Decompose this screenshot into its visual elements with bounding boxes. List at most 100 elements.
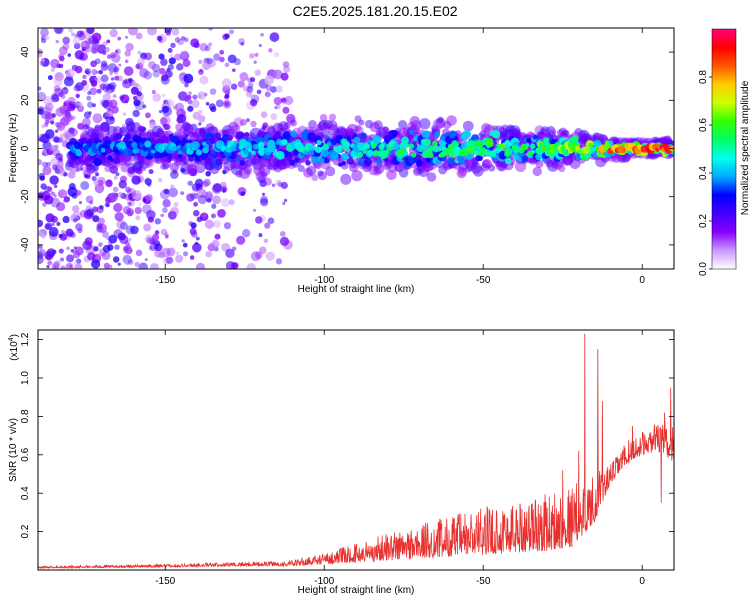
heatmap-cell — [130, 225, 139, 235]
heatmap-cell — [59, 133, 64, 138]
heatmap-cell — [214, 132, 222, 140]
heatmap-cell — [265, 251, 275, 261]
heatmap-cell — [108, 192, 119, 202]
heatmap-cell — [147, 200, 151, 204]
heatmap-cell — [159, 117, 168, 126]
heatmap-cell — [83, 123, 89, 130]
heatmap-cell — [179, 51, 190, 61]
heatmap-cell — [227, 54, 237, 64]
heatmap-cell — [135, 215, 141, 221]
snr-y-tick-label: 0.8 — [20, 409, 31, 423]
heatmap-cell — [51, 94, 60, 103]
heatmap-cell — [212, 195, 221, 205]
heatmap-cell — [100, 60, 108, 68]
colorbar-tick-label: 0.6 — [698, 118, 709, 132]
spectrogram-y-tick-label: 40 — [20, 46, 31, 58]
heatmap-cell — [326, 141, 332, 147]
heatmap-cell — [71, 192, 78, 199]
heatmap-cell — [463, 130, 472, 139]
heatmap-cell — [122, 148, 131, 156]
heatmap-cell — [38, 192, 44, 199]
heatmap-cell — [254, 69, 262, 76]
heatmap-cell — [38, 172, 45, 180]
heatmap-cell — [42, 161, 48, 168]
heatmap-cell — [306, 165, 317, 176]
heatmap-cell — [269, 32, 280, 42]
heatmap-cell — [146, 237, 154, 245]
heatmap-cell — [45, 111, 53, 120]
heatmap-cell — [160, 228, 168, 236]
heatmap-cell — [40, 183, 47, 190]
heatmap-cell — [264, 75, 275, 85]
heatmap-cell — [294, 157, 300, 163]
heatmap-cell — [183, 37, 189, 43]
heatmap-cell — [217, 208, 226, 218]
heatmap-cell — [357, 151, 364, 158]
heatmap-cell — [50, 120, 55, 125]
heatmap-cell — [122, 112, 127, 116]
heatmap-cell — [474, 139, 484, 149]
colorbar-frame — [711, 28, 737, 270]
heatmap-cell — [239, 118, 247, 126]
heatmap-cell — [403, 151, 409, 156]
heatmap-cell — [411, 152, 417, 158]
heatmap-cell — [102, 51, 107, 56]
heatmap-cell — [73, 260, 81, 267]
heatmap-cell — [61, 87, 69, 95]
heatmap-cell — [275, 179, 282, 187]
snr-x-ticks: -150 -100 -50 0 — [155, 330, 645, 587]
spectrogram-x-axis-label: Height of straight line (km) — [298, 284, 415, 295]
heatmap-cell — [221, 78, 232, 89]
heatmap-cell — [144, 258, 148, 262]
heatmap-cell — [49, 175, 59, 185]
heatmap-cell — [324, 157, 330, 164]
heatmap-cell — [230, 83, 238, 90]
heatmap-cell — [116, 219, 126, 230]
heatmap-cell — [158, 53, 165, 60]
colorbar-label: Normalized spectral amplitude — [740, 80, 750, 215]
heatmap-cell — [87, 91, 92, 95]
heatmap-cell — [358, 119, 365, 126]
spectrogram-x-ticks: -150 -100 -50 0 — [155, 28, 645, 286]
heatmap-cell — [446, 157, 454, 165]
heatmap-cell — [197, 91, 207, 100]
heatmap-cell — [487, 164, 496, 172]
heatmap-cell — [135, 149, 140, 154]
heatmap-cell — [158, 67, 166, 75]
heatmap-cell — [56, 121, 66, 132]
heatmap-cell — [592, 151, 599, 158]
heatmap-cell — [437, 116, 444, 124]
heatmap-cell — [258, 43, 262, 48]
heatmap-cell — [79, 209, 88, 218]
heatmap-cell — [258, 233, 263, 238]
heatmap-cell — [182, 242, 188, 248]
heatmap-cell — [143, 71, 153, 80]
heatmap-cell — [63, 199, 67, 203]
heatmap-cell — [319, 113, 328, 122]
colorbar-tick-label: 0.2 — [698, 214, 709, 228]
heatmap-cell — [124, 160, 131, 167]
heatmap-cell — [79, 167, 84, 171]
heatmap-cell — [89, 200, 94, 205]
snr-y-axis-label: SNR (10 * v/v) — [8, 418, 19, 482]
heatmap-cell — [70, 248, 75, 253]
heatmap-cell — [504, 157, 512, 165]
colorbar-tick-label: 0.4 — [698, 166, 709, 180]
heatmap-cell — [131, 175, 141, 185]
heatmap-cell — [38, 158, 43, 166]
heatmap-cell — [62, 43, 70, 51]
heatmap-cell — [58, 55, 65, 62]
heatmap-cell — [258, 141, 265, 149]
heatmap-cell — [100, 74, 109, 83]
heatmap-cell — [114, 66, 120, 72]
heatmap-cell — [215, 140, 225, 149]
heatmap-cell — [175, 254, 184, 263]
spectrogram-y-tick-label: 20 — [20, 94, 31, 106]
heatmap-cell — [54, 129, 59, 133]
heatmap-cell — [487, 140, 494, 148]
heatmap-cell — [136, 91, 142, 97]
heatmap-cell — [224, 33, 230, 39]
heatmap-cell — [360, 132, 367, 139]
heatmap-cell — [288, 153, 294, 158]
